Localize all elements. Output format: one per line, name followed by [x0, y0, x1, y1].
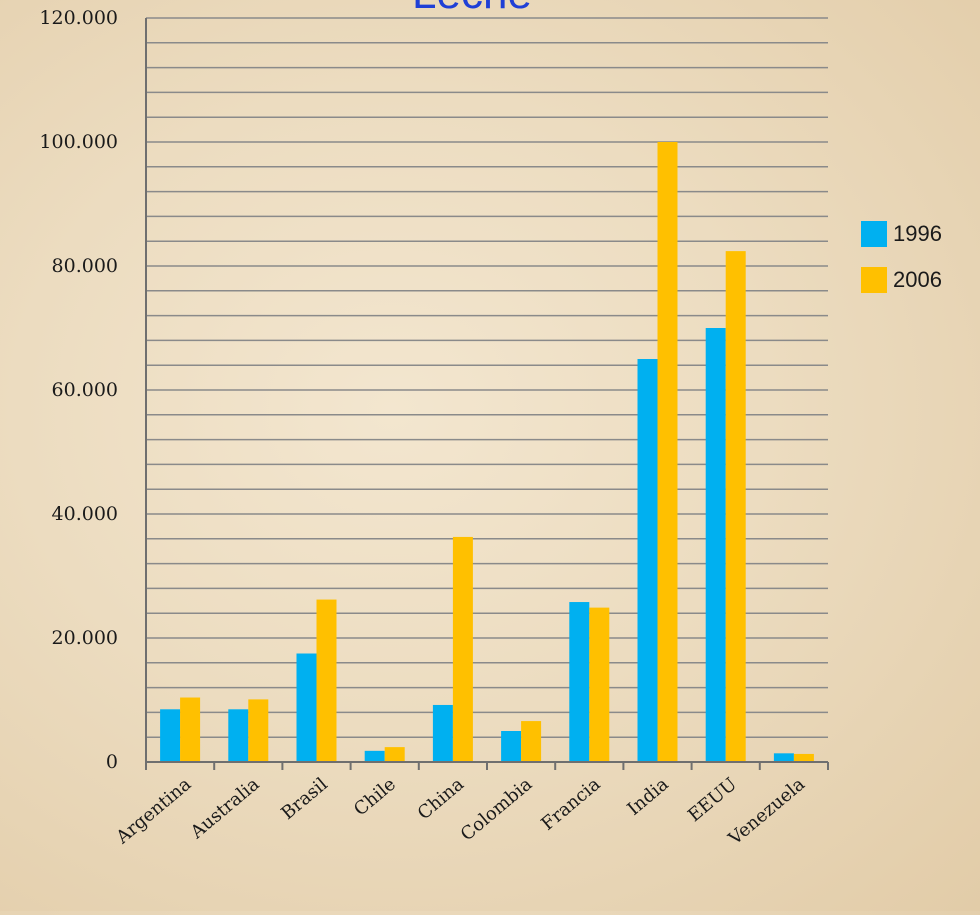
- bar-1996-brasil: [296, 653, 317, 762]
- x-tick-label: India: [623, 774, 672, 820]
- axes: [145, 18, 829, 770]
- bars: [160, 142, 814, 762]
- y-tick-label: 40.000: [52, 503, 118, 525]
- y-tick-label: 100.000: [39, 131, 118, 153]
- x-tick-label: EEUU: [684, 774, 741, 826]
- y-tick-label: 120.000: [39, 7, 118, 29]
- y-tick-label: 60.000: [52, 379, 118, 401]
- bar-2006-australia: [248, 699, 269, 762]
- x-tick-label: Chile: [350, 774, 400, 821]
- legend-swatch-1996: [861, 221, 887, 247]
- bar-2006-colombia: [521, 721, 542, 762]
- y-axis-tick-labels: 0 20.000 40.000 60.000 80.000 100.000 120.000: [39, 7, 118, 773]
- x-tick-label: China: [414, 774, 469, 825]
- bar-1996-china: [432, 704, 453, 762]
- bar-1996-colombia: [501, 731, 522, 762]
- chart-title: Leche: [412, 0, 532, 18]
- x-tick-label: Brasil: [277, 774, 332, 825]
- x-tick-label: Australia: [186, 774, 264, 844]
- y-tick-label: 80.000: [52, 255, 118, 277]
- x-tick-label: Colombia: [457, 774, 537, 846]
- bar-2006-venezuela: [793, 753, 814, 762]
- bar-2006-india: [657, 142, 678, 762]
- legend-label-1996: 1996: [893, 221, 942, 246]
- bar-1996-francia: [569, 602, 590, 762]
- bar-2006-eeuu: [725, 251, 746, 762]
- bar-2006-china: [452, 536, 473, 762]
- bar-2006-francia: [589, 607, 610, 762]
- legend-label-2006: 2006: [893, 267, 942, 292]
- bar-2006-argentina: [180, 697, 201, 762]
- bar-1996-eeuu: [705, 328, 726, 762]
- y-tick-label: 20.000: [52, 627, 118, 649]
- bar-1996-india: [637, 359, 658, 762]
- bar-1996-chile: [364, 750, 385, 762]
- bar-1996-venezuela: [773, 753, 794, 762]
- bar-2006-chile: [384, 747, 405, 762]
- bar-2006-brasil: [316, 599, 337, 762]
- legend: 1996 2006: [861, 221, 942, 293]
- x-tick-label: Argentina: [112, 774, 196, 849]
- bar-1996-australia: [228, 709, 249, 762]
- x-tick-label: Francia: [537, 774, 604, 835]
- legend-swatch-2006: [861, 267, 887, 293]
- bar-1996-argentina: [160, 709, 181, 762]
- y-tick-label: 0: [106, 751, 118, 773]
